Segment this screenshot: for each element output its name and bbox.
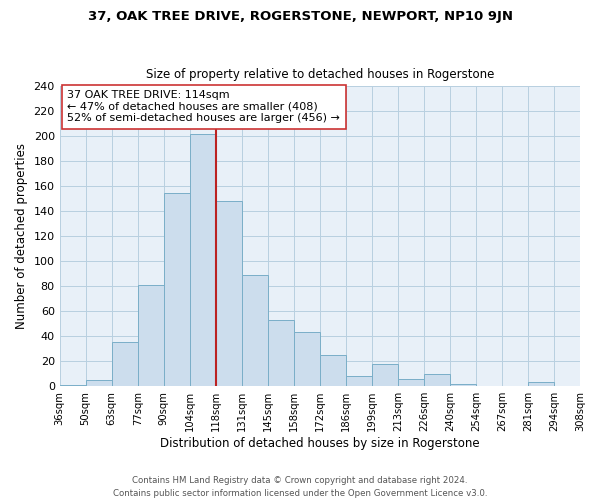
Bar [424,374,450,386]
Bar [450,384,476,386]
Bar [294,332,320,386]
Text: 37, OAK TREE DRIVE, ROGERSTONE, NEWPORT, NP10 9JN: 37, OAK TREE DRIVE, ROGERSTONE, NEWPORT,… [88,10,512,23]
Bar [528,382,554,386]
Title: Size of property relative to detached houses in Rogerstone: Size of property relative to detached ho… [146,68,494,81]
Bar [320,355,346,386]
X-axis label: Distribution of detached houses by size in Rogerstone: Distribution of detached houses by size … [160,437,479,450]
Y-axis label: Number of detached properties: Number of detached properties [15,144,28,330]
Bar [164,192,190,386]
Text: 37 OAK TREE DRIVE: 114sqm
← 47% of detached houses are smaller (408)
52% of semi: 37 OAK TREE DRIVE: 114sqm ← 47% of detac… [67,90,340,124]
Text: Contains HM Land Registry data © Crown copyright and database right 2024.
Contai: Contains HM Land Registry data © Crown c… [113,476,487,498]
Bar [86,380,112,386]
Bar [138,285,164,386]
Bar [268,320,294,386]
Bar [59,385,86,386]
Bar [398,378,424,386]
Bar [190,134,216,386]
Bar [216,202,242,386]
Bar [372,364,398,386]
Bar [242,275,268,386]
Bar [346,376,372,386]
Bar [112,342,138,386]
